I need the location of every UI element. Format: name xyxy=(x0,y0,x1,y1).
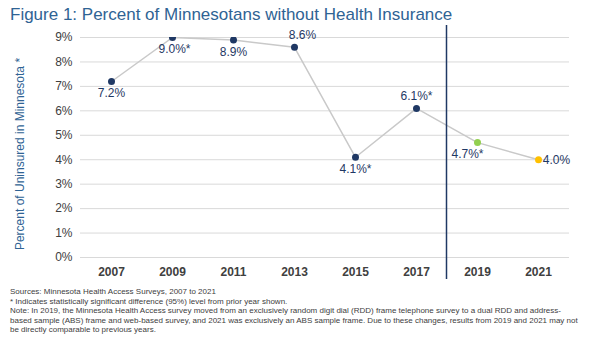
svg-text:8.9%: 8.9% xyxy=(220,45,248,59)
html-text:Sources: Minnesota Health Acce: Sources: Minnesota Health Access Surveys… xyxy=(10,287,216,296)
svg-text:2019: 2019 xyxy=(464,265,491,279)
svg-text:6.1%*: 6.1%* xyxy=(400,89,432,103)
svg-text:2009: 2009 xyxy=(159,265,186,279)
html-text:Percent of Uninsured in Minnes: Percent of Uninsured in Minnesota * xyxy=(13,57,27,251)
svg-text:2%: 2% xyxy=(55,201,73,215)
svg-text:9%: 9% xyxy=(55,30,73,44)
svg-text:4.7%*: 4.7%* xyxy=(451,147,483,161)
svg-text:4.0%: 4.0% xyxy=(543,153,571,167)
svg-text:4.1%*: 4.1%* xyxy=(339,162,371,176)
svg-text:0%: 0% xyxy=(55,250,73,264)
svg-text:1%: 1% xyxy=(55,226,73,240)
svg-text:7.2%: 7.2% xyxy=(98,86,126,100)
html-text:Figure 1: Percent of Minnesota: Figure 1: Percent of Minnesotans without… xyxy=(10,5,453,24)
svg-text:2007: 2007 xyxy=(98,265,125,279)
html-text:Note: In 2019, the Minnesota H: Note: In 2019, the Minnesota Health Acce… xyxy=(10,306,578,335)
svg-text:4%: 4% xyxy=(55,153,73,167)
svg-text:7%: 7% xyxy=(55,79,73,93)
svg-text:2011: 2011 xyxy=(220,265,246,279)
svg-text:9.0%*: 9.0%* xyxy=(158,42,190,56)
svg-text:2017: 2017 xyxy=(403,265,430,279)
svg-text:6%: 6% xyxy=(55,104,73,118)
svg-text:2021: 2021 xyxy=(525,265,552,279)
svg-text:8%: 8% xyxy=(55,55,73,69)
html-text:* Indicates statistically sign: * Indicates statistically significant di… xyxy=(10,296,288,306)
svg-text:2013: 2013 xyxy=(281,265,308,279)
svg-text:3%: 3% xyxy=(55,177,73,191)
svg-text:8.6%: 8.6% xyxy=(289,28,317,42)
svg-text:2015: 2015 xyxy=(342,265,369,279)
svg-text:5%: 5% xyxy=(55,128,73,142)
